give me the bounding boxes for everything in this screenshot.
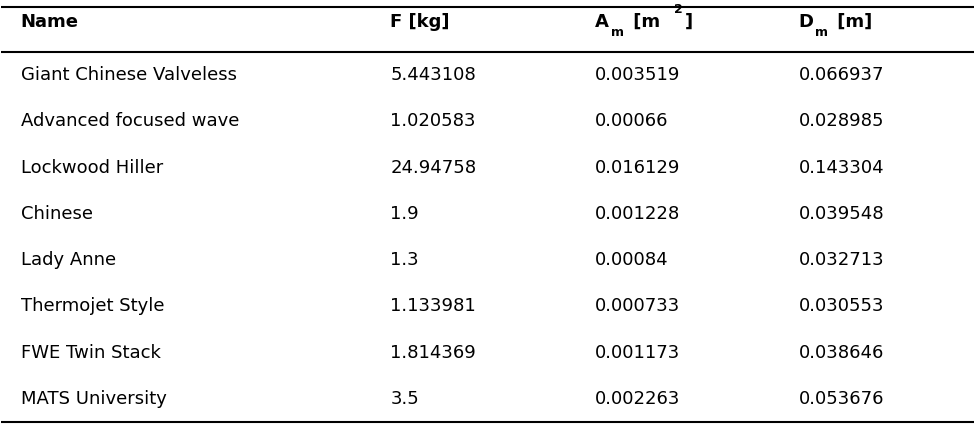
Text: 0.000733: 0.000733 <box>595 298 680 315</box>
Text: 0.016129: 0.016129 <box>595 159 680 177</box>
Text: 0.053676: 0.053676 <box>799 390 884 408</box>
Text: m: m <box>611 26 624 39</box>
Text: 0.066937: 0.066937 <box>799 66 884 84</box>
Text: Giant Chinese Valveless: Giant Chinese Valveless <box>20 66 237 84</box>
Text: 1.133981: 1.133981 <box>390 298 476 315</box>
Text: Thermojet Style: Thermojet Style <box>20 298 165 315</box>
Text: 0.032713: 0.032713 <box>799 251 884 269</box>
Text: 2: 2 <box>674 3 682 16</box>
Text: 0.028985: 0.028985 <box>799 112 884 130</box>
Text: Chinese: Chinese <box>20 205 93 223</box>
Text: 0.039548: 0.039548 <box>799 205 884 223</box>
Text: 0.003519: 0.003519 <box>595 66 680 84</box>
Text: 1.814369: 1.814369 <box>390 344 476 362</box>
Text: MATS University: MATS University <box>20 390 167 408</box>
Text: 24.94758: 24.94758 <box>390 159 477 177</box>
Text: 0.030553: 0.030553 <box>799 298 884 315</box>
Text: 0.00066: 0.00066 <box>595 112 668 130</box>
Text: D: D <box>799 13 813 31</box>
Text: FWE Twin Stack: FWE Twin Stack <box>20 344 161 362</box>
Text: 5.443108: 5.443108 <box>390 66 476 84</box>
Text: [m: [m <box>627 13 660 31</box>
Text: 0.00084: 0.00084 <box>595 251 668 269</box>
Text: Name: Name <box>20 13 79 31</box>
Text: 0.038646: 0.038646 <box>799 344 884 362</box>
Text: 3.5: 3.5 <box>390 390 419 408</box>
Text: 1.3: 1.3 <box>390 251 419 269</box>
Text: [m]: [m] <box>831 13 872 31</box>
Text: A: A <box>595 13 608 31</box>
Text: Advanced focused wave: Advanced focused wave <box>20 112 239 130</box>
Text: Lockwood Hiller: Lockwood Hiller <box>20 159 163 177</box>
Text: 0.001228: 0.001228 <box>595 205 680 223</box>
Text: ]: ] <box>684 13 693 31</box>
Text: 1.9: 1.9 <box>390 205 419 223</box>
Text: F [kg]: F [kg] <box>390 13 449 31</box>
Text: Lady Anne: Lady Anne <box>20 251 116 269</box>
Text: 0.143304: 0.143304 <box>799 159 884 177</box>
Text: 0.002263: 0.002263 <box>595 390 680 408</box>
Text: m: m <box>815 26 828 39</box>
Text: 1.020583: 1.020583 <box>390 112 476 130</box>
Text: 0.001173: 0.001173 <box>595 344 680 362</box>
